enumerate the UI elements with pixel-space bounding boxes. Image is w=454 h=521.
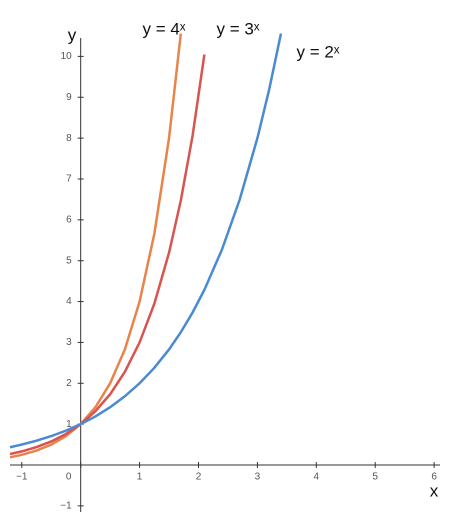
x-tick-label: 6: [431, 472, 437, 483]
y-tick-label: 3: [66, 337, 72, 348]
x-tick-label: 3: [255, 472, 261, 483]
series-label: y = 2ˣ: [297, 42, 340, 61]
y-tick-label: 1: [66, 419, 72, 430]
y-tick-label: 8: [66, 133, 72, 144]
y-tick-label: 2: [66, 378, 72, 389]
y-tick-label: 10: [61, 51, 73, 62]
y-tick-label: 6: [66, 214, 72, 225]
y-tick-label: 4: [66, 296, 72, 307]
series-label: y = 4ˣ: [143, 19, 186, 38]
y-axis-label: y: [68, 25, 77, 44]
series-label: y = 3ˣ: [217, 19, 260, 38]
series-line: [9, 33, 183, 459]
x-tick-label: −1: [16, 472, 28, 483]
y-tick-label: 5: [66, 255, 72, 266]
x-tick-label: 4: [314, 472, 320, 483]
y-tick-label: 7: [66, 174, 72, 185]
x-tick-label: 2: [196, 472, 202, 483]
x-tick-label: 0: [66, 472, 72, 483]
x-tick-label: 1: [137, 472, 143, 483]
x-tick-label: 5: [372, 472, 378, 483]
series-line: [9, 54, 206, 456]
y-tick-label: 9: [66, 92, 72, 103]
x-axis-label: x: [430, 481, 439, 500]
y-tick-label: −1: [60, 501, 72, 512]
series-line: [9, 33, 283, 449]
